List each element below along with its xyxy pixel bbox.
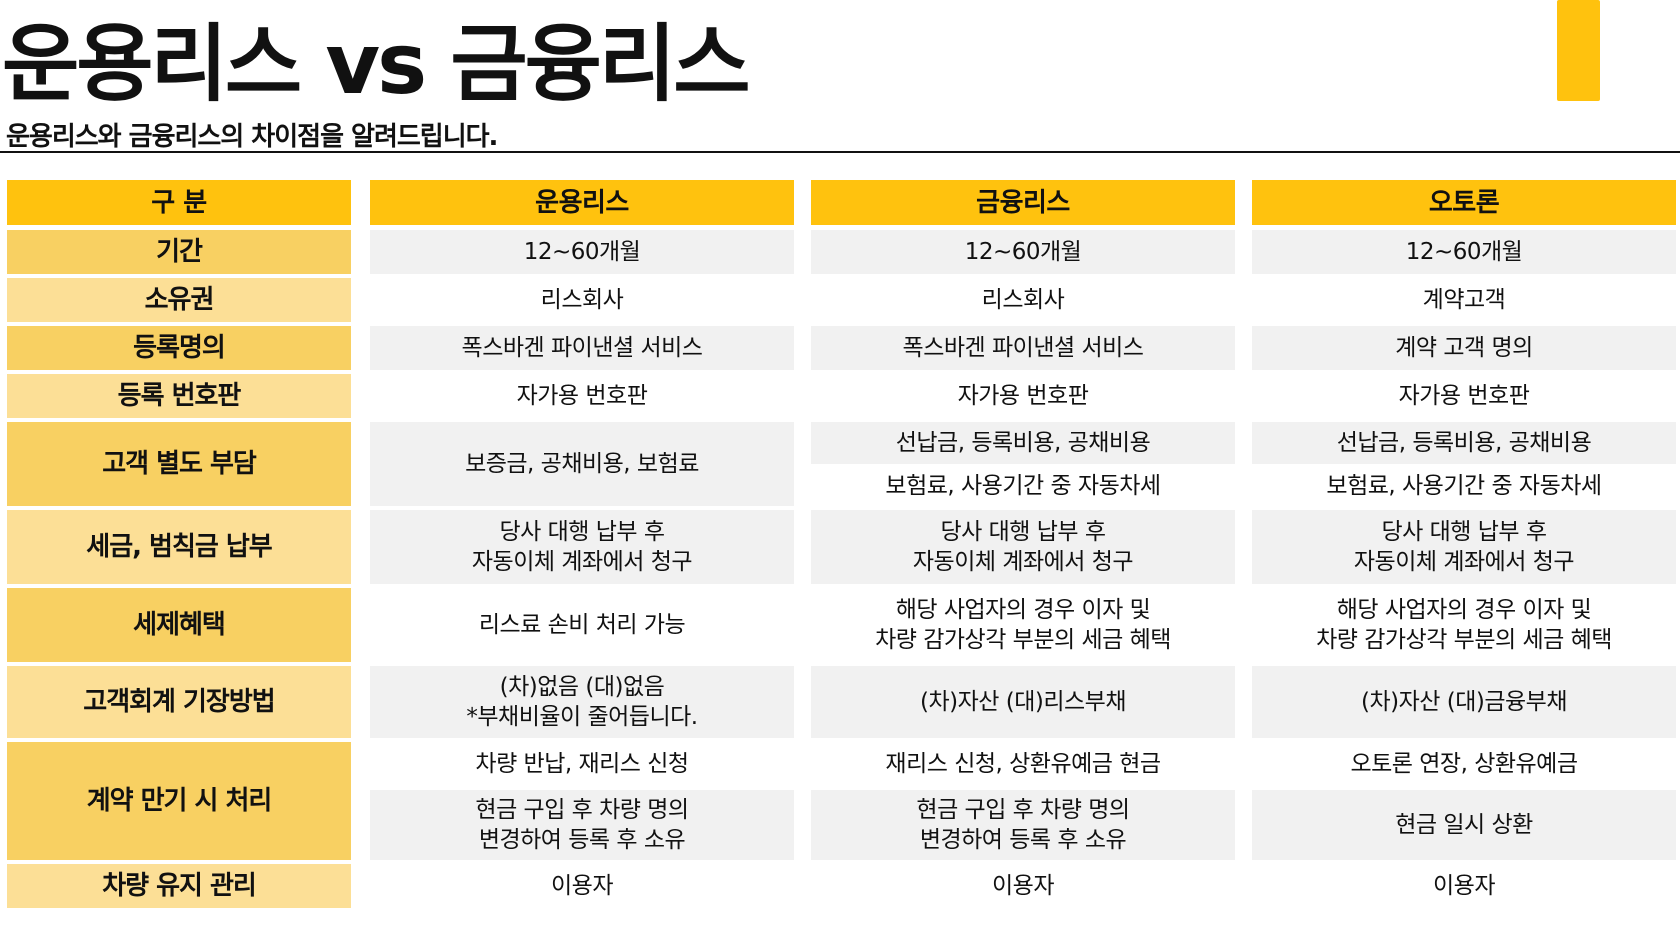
cell-registered-name-finance: 폭스바겐 파이낸셜 서비스 [811,326,1235,370]
row-label-registered-name: 등록명의 [7,326,351,370]
cell-vehicle-maintenance-autoloan: 이용자 [1433,873,1495,899]
cell-ownership-operating: 리스회사 [540,287,624,313]
cell-tax-fines-autoloan: 당사 대행 납부 후 자동이체 계좌에서 청구 [1252,510,1676,584]
cell-customer-burden-autoloan-1: 선납금, 등록비용, 공채비용 [1252,422,1676,464]
cell-customer-burden-autoloan-2: 보험료, 사용기간 중 자동차세 [1326,473,1602,499]
cell-period-finance: 12~60개월 [811,230,1235,274]
cell-customer-burden-finance-1: 선납금, 등록비용, 공채비용 [811,422,1235,464]
cell-contract-maturity-operating-2: 현금 구입 후 차량 명의 변경하여 등록 후 소유 [370,790,794,860]
row-label-accounting-method: 고객회계 기장방법 [7,666,351,738]
cell-contract-maturity-autoloan-2: 현금 일시 상환 [1252,790,1676,860]
cell-contract-maturity-finance-2: 현금 구입 후 차량 명의 변경하여 등록 후 소유 [811,790,1235,860]
page-subtitle: 운용리스와 금융리스의 차이점을 알려드립니다. [6,122,498,152]
cell-registered-name-autoloan: 계약 고객 명의 [1252,326,1676,370]
cell-tax-fines-finance: 당사 대행 납부 후 자동이체 계좌에서 청구 [811,510,1235,584]
cell-license-plate-autoloan: 자가용 번호판 [1398,383,1530,409]
row-label-vehicle-maintenance: 차량 유지 관리 [7,864,351,908]
cell-tax-benefit-finance: 해당 사업자의 경우 이자 및 차량 감가상각 부분의 세금 혜택 [875,597,1171,653]
cell-license-plate-operating: 자가용 번호판 [516,383,648,409]
cell-vehicle-maintenance-operating: 이용자 [551,873,613,899]
cell-period-autoloan: 12~60개월 [1252,230,1676,274]
row-label-customer-burden: 고객 별도 부담 [7,422,351,506]
cell-tax-benefit-operating: 리스료 손비 처리 가능 [478,612,686,638]
cell-registered-name-operating: 폭스바겐 파이낸셜 서비스 [370,326,794,370]
cell-customer-burden-operating: 보증금, 공채비용, 보험료 [370,422,794,506]
cell-vehicle-maintenance-finance: 이용자 [992,873,1054,899]
row-label-license-plate: 등록 번호판 [7,374,351,418]
header-finance-lease: 금융리스 [811,180,1235,225]
header-category: 구 분 [7,180,351,225]
title-divider [0,151,1680,153]
cell-accounting-method-autoloan: (차)자산 (대)금융부채 [1252,666,1676,738]
header-auto-loan: 오토론 [1252,180,1676,225]
cell-license-plate-finance: 자가용 번호판 [957,383,1089,409]
cell-ownership-autoloan: 계약고객 [1422,287,1506,313]
cell-period-operating: 12~60개월 [370,230,794,274]
cell-tax-fines-operating: 당사 대행 납부 후 자동이체 계좌에서 청구 [370,510,794,584]
cell-ownership-finance: 리스회사 [981,287,1065,313]
page-title: 운용리스 vs 금융리스 [2,15,750,113]
row-label-tax-fines: 세금, 범칙금 납부 [7,510,351,584]
cell-tax-benefit-autoloan: 해당 사업자의 경우 이자 및 차량 감가상각 부분의 세금 혜택 [1316,597,1612,653]
row-label-ownership: 소유권 [7,278,351,322]
cell-accounting-method-finance: (차)자산 (대)리스부채 [811,666,1235,738]
row-label-period: 기간 [7,230,351,274]
cell-accounting-method-operating: (차)없음 (대)없음 *부채비율이 줄어듭니다. [370,666,794,738]
row-label-tax-benefit: 세제혜택 [7,588,351,662]
accent-bar [1557,0,1600,101]
cell-contract-maturity-finance-1: 재리스 신청, 상환유예금 현금 [885,751,1161,777]
cell-contract-maturity-operating-1: 차량 반납, 재리스 신청 [475,751,689,777]
cell-customer-burden-finance-2: 보험료, 사용기간 중 자동차세 [885,473,1161,499]
row-label-contract-maturity: 계약 만기 시 처리 [7,742,351,860]
header-operating-lease: 운용리스 [370,180,794,225]
cell-contract-maturity-autoloan-1: 오토론 연장, 상환유예금 [1350,751,1578,777]
